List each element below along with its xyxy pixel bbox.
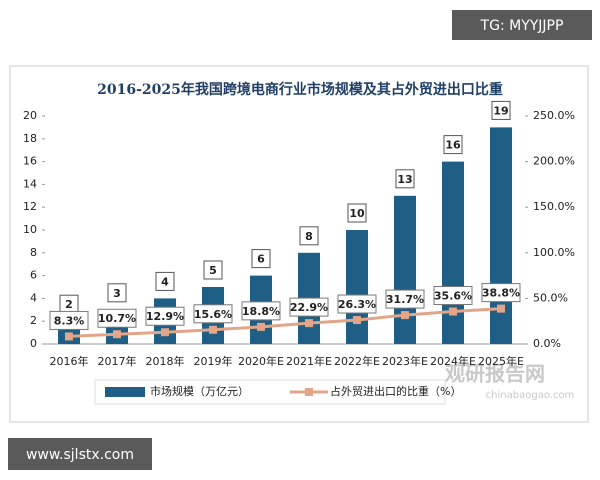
line-marker [449,307,457,316]
line-label-box [385,289,425,309]
line-label-box [289,297,329,317]
y-tick-label: 2 [30,314,37,327]
bar [442,161,464,344]
bar [346,230,368,344]
y2-tick-label: 150.0% [533,200,575,213]
site-box [8,438,152,470]
line-label: 22.9% [290,301,328,314]
legend-label: 占外贸进出口的比重（%） [330,384,461,398]
bar-label: 3 [113,287,121,300]
bar-label: 6 [257,253,265,266]
line-marker [497,304,505,313]
line-marker [305,319,313,328]
x-tick-label: 2025年E [478,354,524,368]
line-marker [257,322,265,331]
bar-label-box [155,271,175,291]
line-marker [65,332,73,341]
bar-label: 2 [65,298,73,311]
bar [394,195,416,344]
bar-label: 10 [349,207,365,220]
bar-label: 5 [209,264,217,277]
line-label-box [193,304,233,324]
legend-swatch-marker [305,388,313,396]
line-label: 38.8% [482,287,520,300]
line-label: 35.6% [434,290,472,303]
y-tick-label: 6 [30,269,37,282]
tag: TG: MYYJJPP [480,18,564,34]
line-marker [113,330,121,339]
x-tick-label: 2020年E [238,354,284,368]
line-label-box [145,306,185,326]
x-tick-label: 2021年E [286,354,332,368]
line-label-box [433,286,473,306]
bar-label: 8 [305,230,313,243]
line-label-box [481,283,521,303]
bar-label: 13 [397,173,412,186]
chart-title: 2016-2025年我国跨境电商行业市场规模及其占外贸进出口比重 [97,81,503,98]
line-label-box [337,294,377,314]
bar-label-box [251,249,271,269]
y2-tick-label: 200.0% [533,155,575,168]
y-tick-label: 8 [30,246,37,259]
line-marker [209,325,217,334]
line-label: 31.7% [386,293,424,306]
y-tick-label: 10 [23,223,37,236]
bar-label-box [299,226,319,246]
y2-tick-label: 100.0% [533,246,575,259]
bar-label: 16 [445,139,461,152]
line-marker [161,328,169,337]
y-tick-label: 16 [23,155,37,168]
watermark: 观研报告网 [445,362,545,386]
legend-label: 市场规模（万亿元） [150,384,249,398]
y-tick-label: 20 [23,109,37,122]
line-label: 8.3% [54,314,85,327]
bar-label-box [107,283,127,303]
x-tick-label: 2022年E [334,354,380,368]
line-label: 10.7% [98,312,136,325]
x-tick-label: 2019年 [194,354,233,368]
x-tick-label: 2016年 [50,354,89,368]
tag-box [452,10,592,40]
x-tick-label: 2017年 [98,354,137,368]
y-tick-label: 12 [23,200,37,213]
watermark-url: chinabaogao.com [486,390,575,401]
y2-tick-label: 250.0% [533,109,575,122]
y2-tick-label: 50.0% [533,291,568,304]
y-tick-label: 0 [30,337,37,350]
line-label-box [49,310,89,330]
y-tick-label: 14 [23,177,37,190]
line-marker [353,316,361,325]
bar-label-box [395,169,415,189]
line-label-box [241,301,281,321]
line-marker [401,311,409,320]
x-tick-label: 2023年E [382,354,428,368]
line-label-box [97,308,137,328]
bar-label: 4 [161,275,169,288]
y-tick-label: 18 [23,132,37,145]
x-tick-label: 2018年 [146,354,185,368]
line-label: 26.3% [338,298,376,311]
legend-box [94,379,446,405]
legend-swatch [105,387,145,397]
site: www.sjlstx.com [26,447,134,463]
bar-label-box [203,260,223,280]
y2-tick-label: 0.0% [533,337,561,350]
line-label: 15.6% [194,308,232,321]
line [68,307,502,338]
bar-label: 19 [493,104,508,117]
bar-label-box [491,100,511,120]
bar-label-box [347,203,367,223]
line-label: 18.8% [242,305,280,318]
x-tick-label: 2024年E [430,354,476,368]
bar-label-box [443,135,463,155]
line-label: 12.9% [146,310,184,323]
y-tick-label: 4 [30,291,37,304]
